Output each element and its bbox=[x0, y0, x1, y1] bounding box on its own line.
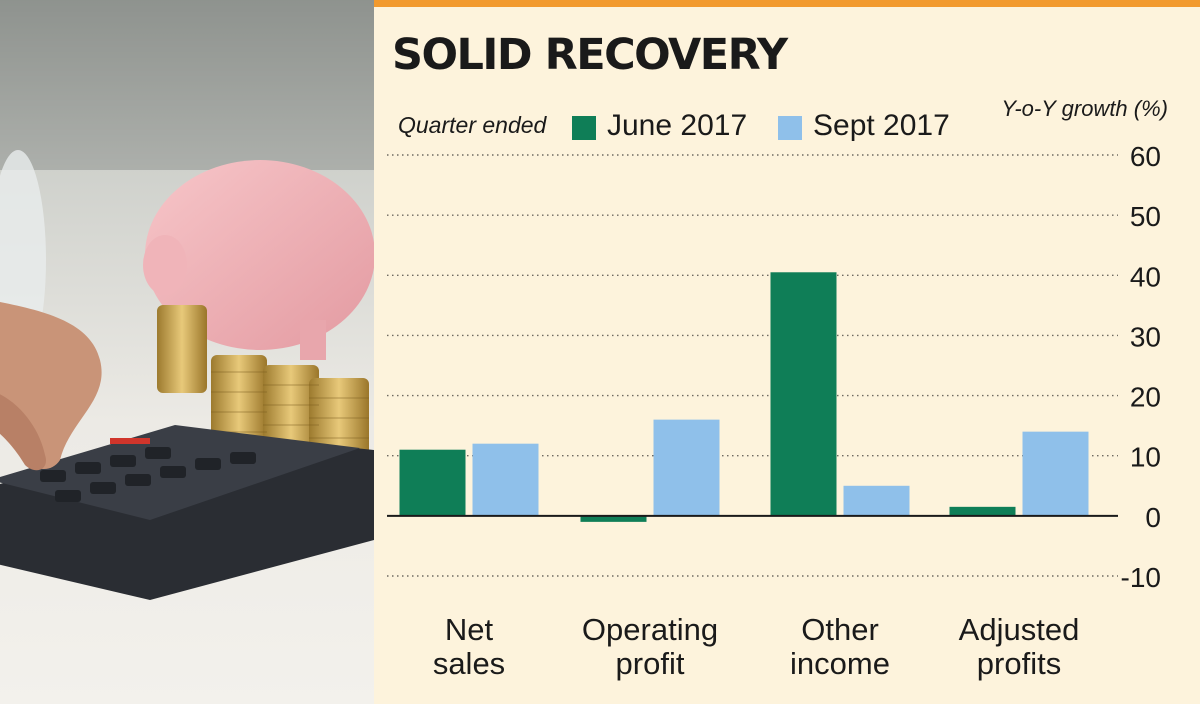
y-tick-label: -10 bbox=[1121, 562, 1161, 593]
x-category-label: Net bbox=[445, 612, 494, 647]
x-category-label: Other bbox=[801, 612, 879, 647]
legend-swatch-sept bbox=[778, 116, 802, 140]
y-tick-label: 10 bbox=[1130, 442, 1161, 473]
bar bbox=[399, 449, 466, 516]
x-category-label: Adjusted bbox=[959, 612, 1080, 647]
bar bbox=[653, 419, 720, 516]
bar bbox=[843, 485, 910, 516]
x-category-label: Operating bbox=[582, 612, 718, 647]
x-category-label: profit bbox=[616, 646, 685, 681]
header-photo bbox=[0, 0, 374, 704]
bar bbox=[472, 443, 539, 516]
y-tick-label: 40 bbox=[1130, 261, 1161, 292]
y-tick-label: 50 bbox=[1130, 201, 1161, 232]
y-tick-label: 0 bbox=[1145, 502, 1161, 533]
x-category-label: income bbox=[790, 646, 890, 681]
legend-label-june: June 2017 bbox=[607, 109, 748, 142]
legend-swatch-june bbox=[572, 116, 596, 140]
chart-title: SOLID RECOVERY bbox=[392, 30, 788, 80]
legend-label-sept: Sept 2017 bbox=[813, 109, 950, 142]
finance-photo bbox=[0, 0, 374, 600]
bar bbox=[770, 272, 837, 516]
bar bbox=[1022, 431, 1089, 516]
y-axis-label: Y-o-Y growth (%) bbox=[1001, 96, 1168, 121]
bar bbox=[580, 515, 647, 522]
x-category-label: profits bbox=[977, 646, 1061, 681]
bar bbox=[949, 506, 1016, 516]
top-accent-rule bbox=[374, 0, 1200, 7]
y-tick-label: 20 bbox=[1130, 382, 1161, 413]
legend-title: Quarter ended bbox=[398, 112, 547, 138]
y-tick-label: 60 bbox=[1130, 141, 1161, 172]
x-category-label: sales bbox=[433, 646, 505, 681]
y-tick-label: 30 bbox=[1130, 321, 1161, 352]
